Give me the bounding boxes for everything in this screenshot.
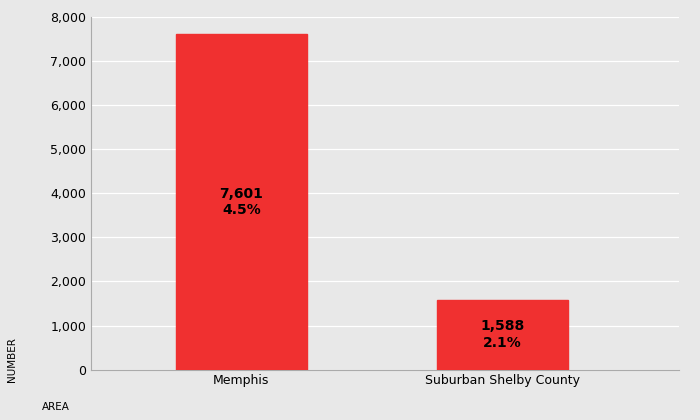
Text: NUMBER: NUMBER [7,337,17,382]
Text: 1,588
2.1%: 1,588 2.1% [480,320,525,350]
Text: 7,601
4.5%: 7,601 4.5% [219,187,263,217]
Bar [176,34,307,370]
Bar [438,299,568,370]
Text: AREA: AREA [42,402,70,412]
